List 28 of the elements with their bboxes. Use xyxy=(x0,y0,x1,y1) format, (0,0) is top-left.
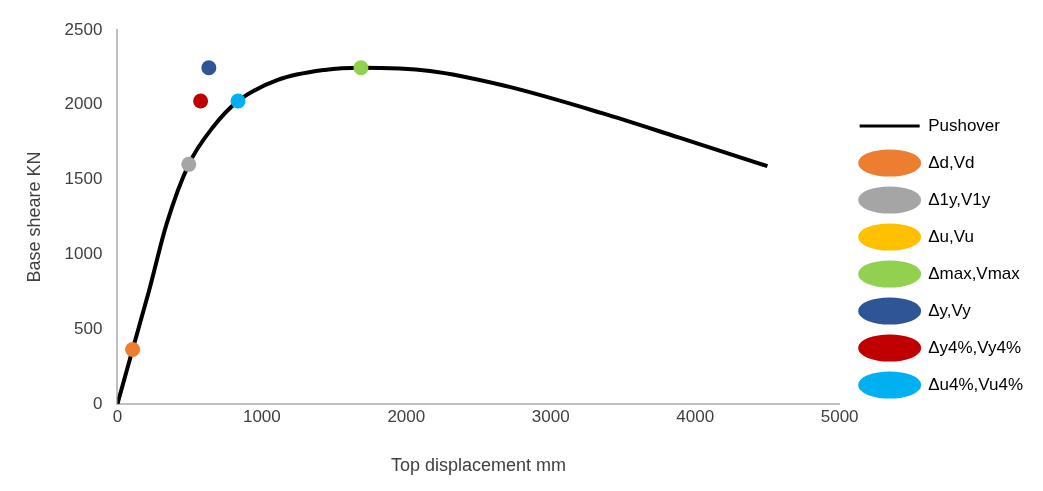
x-tick-label: 4000 xyxy=(676,406,715,426)
x-axis-title: Top displacement mm xyxy=(391,455,567,476)
point xyxy=(193,93,209,109)
point xyxy=(125,342,141,358)
legend-label: Δd,Vd xyxy=(928,152,975,172)
point xyxy=(201,60,217,76)
x-tick-label: 1000 xyxy=(242,406,281,426)
x-tick-label: 0 xyxy=(112,406,123,426)
legend-label: Δy,Vy xyxy=(928,300,972,320)
y-tick-label: 1500 xyxy=(64,169,103,189)
point xyxy=(353,60,369,76)
point xyxy=(230,93,246,109)
x-tick-label: 5000 xyxy=(820,406,859,426)
y-tick-label: 2500 xyxy=(64,19,103,39)
legend-label: Pushover xyxy=(928,115,1001,135)
legend-label: Δmax,Vmax xyxy=(928,263,1021,283)
point xyxy=(181,156,197,172)
x-tick-label: 2000 xyxy=(387,406,426,426)
y-tick-label: 2000 xyxy=(64,94,103,114)
y-tick-label: 1000 xyxy=(64,244,103,264)
legend-label: Δ1y,V1y xyxy=(928,189,991,209)
legend-label: Δy4%,Vy4% xyxy=(928,337,1022,357)
y-axis-title: Base sheare KN xyxy=(23,151,44,283)
y-tick-label: 500 xyxy=(74,318,103,338)
legend-label: Δu4%,Vu4% xyxy=(928,374,1024,394)
y-tick-label: 0 xyxy=(92,393,103,413)
legend-label: Δu,Vu xyxy=(928,226,974,246)
x-tick-label: 3000 xyxy=(531,406,570,426)
